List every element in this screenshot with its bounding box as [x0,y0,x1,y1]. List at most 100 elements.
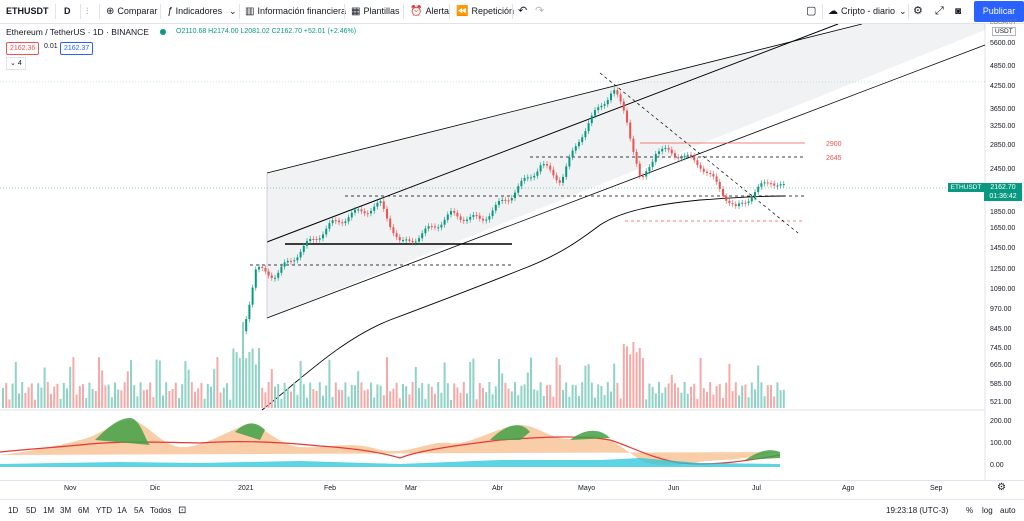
volume-bar [242,322,244,408]
volume-bar [283,382,286,408]
candle [434,226,436,228]
time-axis[interactable] [0,480,1024,495]
volume-bar [34,399,36,408]
volume-bar [72,357,75,408]
fullscreen-square-icon[interactable]: ▢ [806,5,817,17]
channel-lower-line[interactable] [266,44,986,319]
volume-bar [590,382,593,408]
candle [430,226,433,228]
layout-button[interactable]: ☁ Cripto - diario [828,0,895,23]
gear-icon[interactable]: ⚙ [913,5,923,17]
candles-group [242,87,785,344]
volume-bar [162,395,164,408]
templates-button[interactable]: ▦ Plantillas [351,0,399,23]
symbol-search[interactable]: ETHUSDT [6,6,49,16]
clock-label[interactable]: 19:23:18 (UTC-3) [886,506,949,515]
candle [514,192,516,199]
indicators-button[interactable]: ƒ Indicadores [167,0,222,23]
range-button-todos[interactable]: Todos [150,506,172,515]
publish-button[interactable]: Publicar [974,1,1024,22]
candle [738,203,740,207]
volume-bar [398,398,401,408]
volume-bar [149,382,152,408]
volume-bar [587,364,590,408]
scale-mode-label[interactable]: LOGARIT [990,20,1017,26]
volume-bar [437,382,440,408]
volume-bar [584,365,587,408]
gear-icon[interactable]: ⚙ [997,482,1006,493]
volume-bar [683,382,686,408]
trendline-dashed[interactable] [599,72,799,234]
volume-bar [744,384,747,408]
candle [741,202,744,204]
compare-button[interactable]: ⊕ Comparar [106,0,157,23]
volume-bar [117,389,120,408]
collapse-indicators-button[interactable]: ⌄ 4 [6,57,26,70]
date-range-icon[interactable]: ⊡ [178,505,187,516]
camera-icon[interactable]: ◙ [955,6,962,17]
log-toggle[interactable]: log [982,506,993,515]
chart-style-icon[interactable]: ⫶ [86,6,89,16]
candle [286,260,289,263]
alert-button[interactable]: ⏰ Alerta [410,0,449,23]
volume-bar [222,387,225,408]
expand-icon[interactable]: ⤢ [935,5,944,17]
candle [763,182,766,184]
volume-bar [59,398,62,408]
time-tick-label: 2021 [238,485,254,492]
volume-bar [523,384,526,408]
volume-bar [21,382,24,408]
range-button-3m[interactable]: 3M [60,506,72,515]
volume-bar [674,383,676,408]
channel-middle-line[interactable] [266,24,839,243]
level-label-2645: 2645 [826,155,842,162]
symbol-legend[interactable]: Ethereum / TetherUS · 1D · BINANCE [6,27,149,37]
volume-bar [520,385,523,408]
candle [504,199,507,201]
bid-price[interactable]: 2162.36 [6,42,40,55]
volume-bar [40,387,43,408]
replay-button[interactable]: ⏪ Repetición [456,0,514,23]
chevron-down-icon[interactable]: ⌄ [899,6,907,16]
price-tick-label: 1850.00 [990,209,1016,216]
range-button-1m[interactable]: 1M [43,506,55,515]
volume-bar [171,388,174,408]
candle [616,90,619,95]
divider [55,4,56,19]
candle [645,171,648,177]
candle [699,165,702,169]
candle [597,107,600,111]
range-button-1a[interactable]: 1A [117,506,127,515]
undo-icon[interactable]: ↶ [518,5,528,17]
oscillator-green-zone [95,418,150,445]
percent-toggle[interactable]: % [966,506,974,515]
volume-bar [280,398,283,408]
volume-bar [190,382,193,408]
candle [677,156,680,159]
range-button-5a[interactable]: 5A [134,506,144,515]
chart-canvas[interactable]: 2900 2645 [0,24,1024,480]
auto-toggle[interactable]: auto [1000,506,1016,515]
volume-bar [302,384,305,408]
volume-bar [219,392,222,408]
oscillator-area [0,420,780,465]
ask-price[interactable]: 2162.37 [60,42,94,55]
market-status-dot [160,29,166,35]
interval-selector[interactable]: D [64,6,71,16]
volume-bar [325,385,328,408]
volume-bar [264,392,267,408]
volume-bar [130,360,132,408]
redo-icon[interactable]: ↷ [535,5,545,17]
candle [670,149,673,154]
range-button-6m[interactable]: 6M [78,506,90,515]
range-button-5d[interactable]: 5D [26,506,37,515]
channel-upper-line[interactable] [266,24,863,174]
volume-bar [581,382,584,408]
range-button-ytd[interactable]: YTD [96,506,112,515]
volume-bar [200,382,203,408]
financials-button[interactable]: ▥ Información financiera [245,0,346,23]
time-tick-label: Nov [64,485,77,492]
currency-label[interactable]: USDT [992,27,1016,36]
chevron-down-icon[interactable]: ⌄ [229,6,237,16]
range-button-1d[interactable]: 1D [8,506,19,515]
